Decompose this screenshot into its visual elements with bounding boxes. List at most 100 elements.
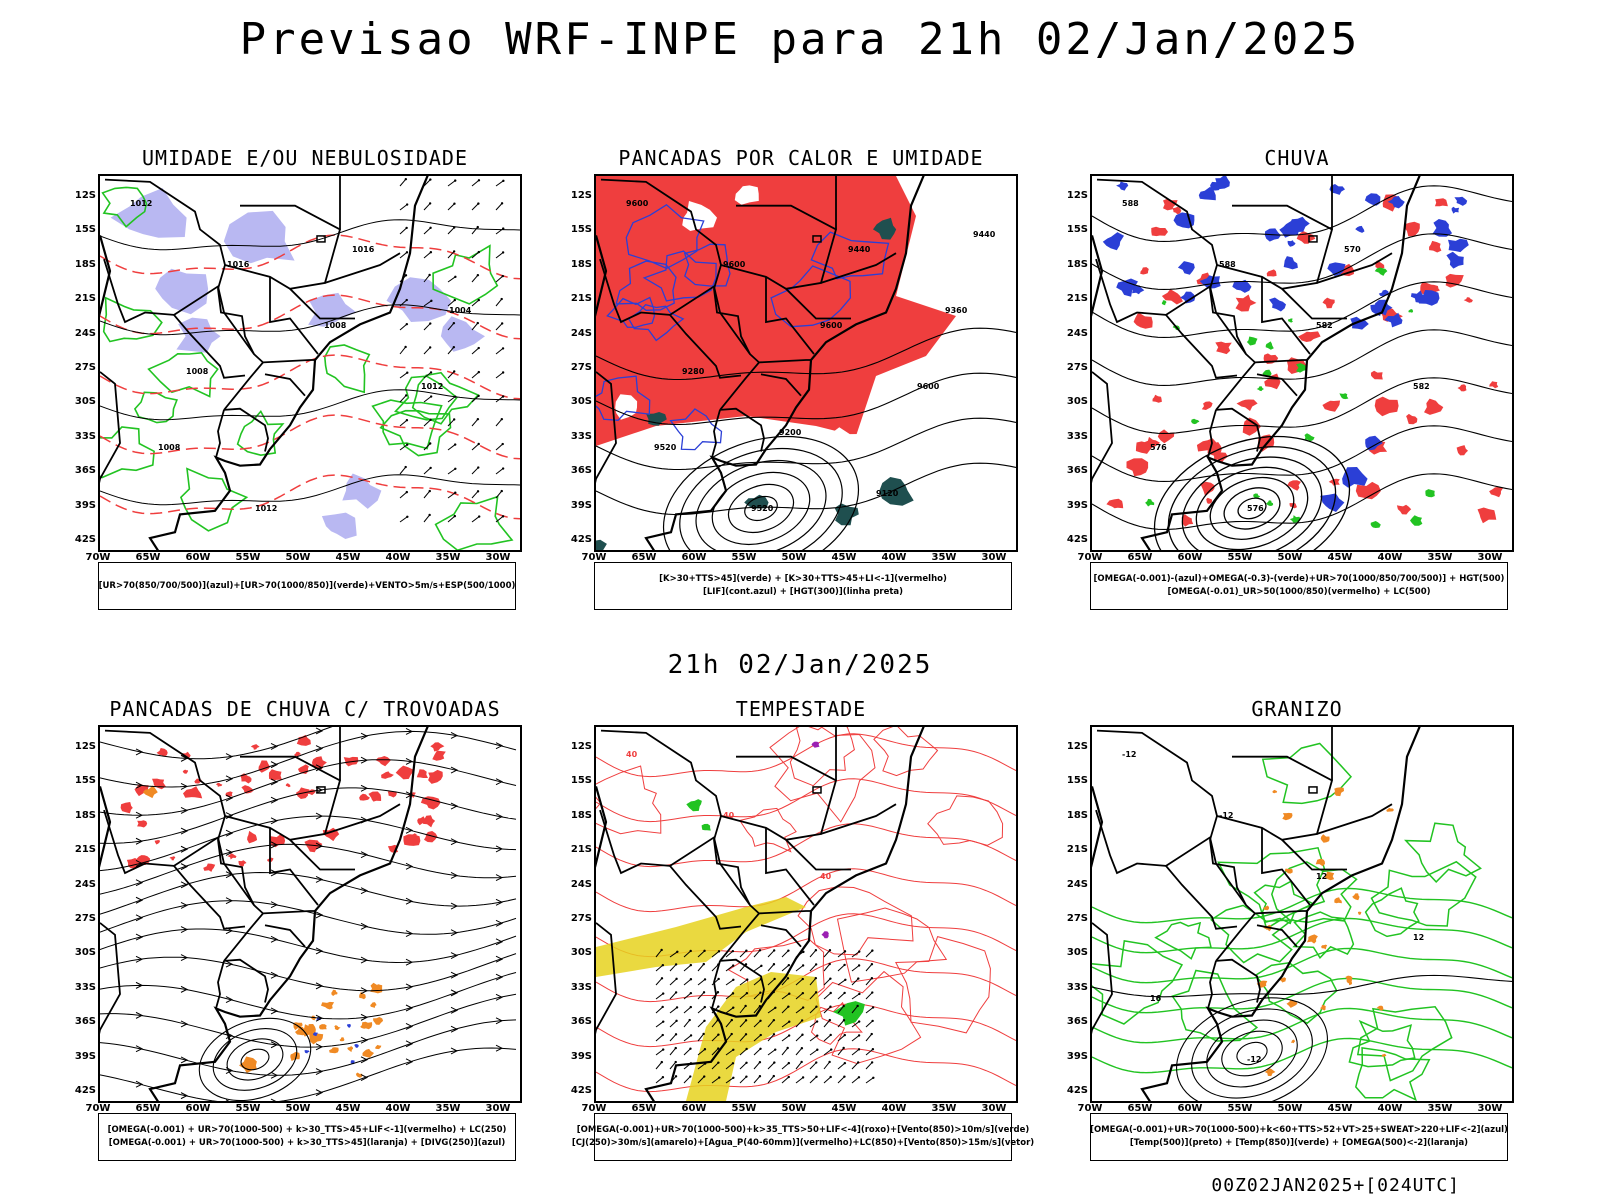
rain-area-blue [1446,251,1464,269]
wind-vector [865,1020,873,1028]
lat-tick-label: 21S [74,844,96,856]
wind-vector [851,1048,860,1056]
wind-vector [423,347,431,355]
wind-vector [502,179,505,183]
wind-vector [815,1061,818,1064]
lat-tick-label: 27S [74,913,96,924]
wind-vector [471,203,479,211]
wind-vector [703,1075,706,1078]
geopotential-contour [1092,377,1512,434]
rain-area-red [1140,267,1149,275]
contour-label: -12 [1247,1055,1261,1064]
storm-area-orange [239,1056,257,1073]
wind-vector [795,1034,803,1042]
wind-vector [452,321,456,325]
country-border [103,258,175,324]
wind-vector [865,1062,873,1070]
wind-vector [452,418,456,421]
wind-vector [661,1033,664,1037]
wind-vector [495,418,503,427]
wind-vector [781,1047,789,1056]
lon-tick-label: 30W [485,552,511,563]
country-border [600,178,761,411]
rain-area-red [1143,436,1160,449]
wind-vector [703,949,706,953]
temperature-850-contour [1370,860,1477,927]
wind-vector [655,1076,664,1084]
streamline-arrow [450,902,459,910]
wind-vector [843,1075,846,1078]
country-border [760,373,802,397]
wind-vector [447,203,455,211]
rain-area-red [1157,429,1175,444]
streamline [100,815,517,872]
storm-area-red [312,756,327,770]
wind-vector [501,515,505,518]
streamline-arrow [360,987,369,995]
wind-vector [697,1020,705,1028]
streamline-arrow [225,848,234,856]
storm-area-orange [321,1001,335,1010]
wind-vector [660,977,664,980]
streamline-arrow [315,982,324,990]
wind-vector [753,1075,761,1084]
wind-vector [399,395,407,403]
lifted-index-contour [770,265,852,328]
lifted-index-contour [683,243,731,287]
rain-area-red [1126,458,1149,477]
lat-tick-label: 33S [74,981,96,993]
country-border [324,803,401,835]
pressure-contour [100,474,520,506]
wind-vector [725,1019,733,1028]
rain-area-blue [1213,176,1230,190]
coastline-atlantic [1140,727,1421,1101]
pressure-contour [100,219,520,251]
wind-vector [477,515,481,518]
wind-vector [786,977,790,980]
humidity-contour-green [100,426,155,479]
wind-vector [675,1019,678,1023]
wind-vector [675,977,678,981]
streamline-arrow [495,973,504,981]
wind-vector [725,1077,734,1084]
wind-vector [689,978,693,981]
lon-tick-label: 45W [335,552,361,563]
streamline-arrow [270,935,279,943]
wind-vector [753,1005,761,1014]
country-border [1165,284,1247,355]
wind-vector [871,949,874,952]
wind-vector [655,977,663,986]
wind-vector [767,950,775,958]
rain-area-blue [1132,285,1145,295]
contour-label: 9440 [848,245,871,254]
omega-area [1376,1005,1384,1011]
lon-tick-label: 60W [1177,552,1203,563]
wind-vector [746,978,749,981]
country-border [1096,178,1257,411]
wind-vector [717,1005,720,1008]
streamline [100,730,517,788]
streamline-arrow [495,898,504,906]
wind-vector [809,1049,818,1056]
wind-vector [688,1018,691,1022]
wind-vector [660,948,663,952]
rain-area-red [1457,384,1467,392]
streamline-arrow [405,897,414,905]
wind-vector [773,1061,776,1064]
streamline-arrow [135,933,144,941]
streamline-arrow [315,1014,324,1022]
lat-tick-label: 15S [1066,224,1088,236]
country-border [1095,809,1167,875]
wind-vector [753,1020,761,1028]
wind-vector [500,202,504,205]
geography [100,176,429,550]
rain-area-red [1181,514,1194,527]
rain-area-red [1396,504,1412,515]
wind-vector [669,951,678,958]
wind-vector [829,1005,832,1008]
wind-vector [731,992,735,995]
wind-vector [851,978,859,986]
lifted-index-contour [669,408,723,451]
rain-area-red [1370,370,1383,380]
temperature-500-contour [1236,1041,1268,1066]
